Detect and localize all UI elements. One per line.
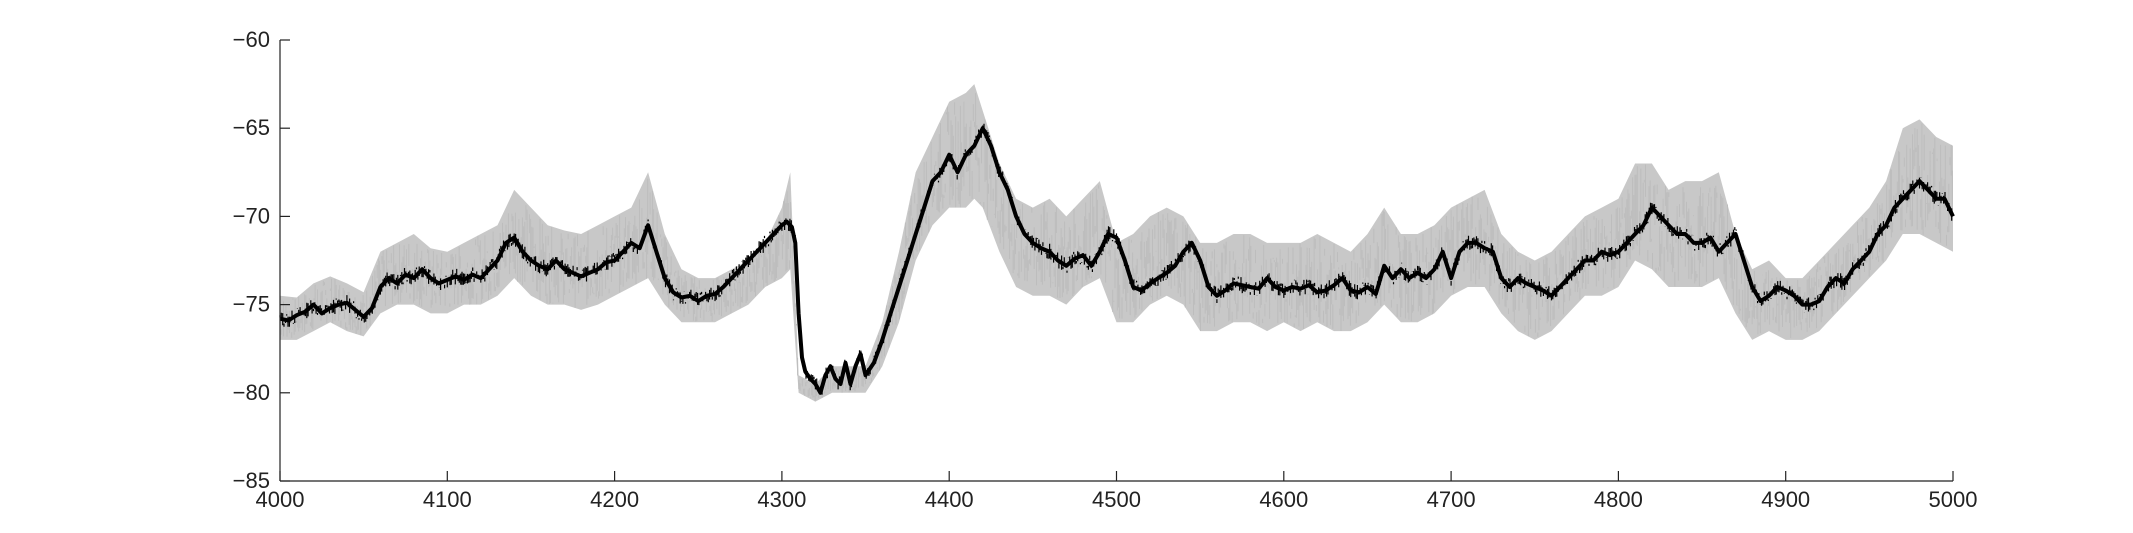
y-tick-label: −85 bbox=[233, 468, 270, 493]
y-tick-label: −70 bbox=[233, 203, 270, 228]
noise-band-area bbox=[280, 84, 1953, 402]
y-tick-label: −80 bbox=[233, 380, 270, 405]
x-tick-label: 4600 bbox=[1259, 487, 1308, 512]
x-tick-label: 5000 bbox=[1929, 487, 1978, 512]
x-tick-label: 4300 bbox=[757, 487, 806, 512]
x-tick-label: 4900 bbox=[1761, 487, 1810, 512]
x-tick-label: 4700 bbox=[1427, 487, 1476, 512]
x-tick-label: 4400 bbox=[925, 487, 974, 512]
x-tick-label: 4200 bbox=[590, 487, 639, 512]
y-tick-label: −75 bbox=[233, 292, 270, 317]
x-tick-label: 4500 bbox=[1092, 487, 1141, 512]
y-tick-label: −65 bbox=[233, 115, 270, 140]
x-tick-label: 4000 bbox=[256, 487, 305, 512]
x-tick-label: 4100 bbox=[423, 487, 472, 512]
x-tick-label: 4800 bbox=[1594, 487, 1643, 512]
y-tick-label: −60 bbox=[233, 27, 270, 52]
